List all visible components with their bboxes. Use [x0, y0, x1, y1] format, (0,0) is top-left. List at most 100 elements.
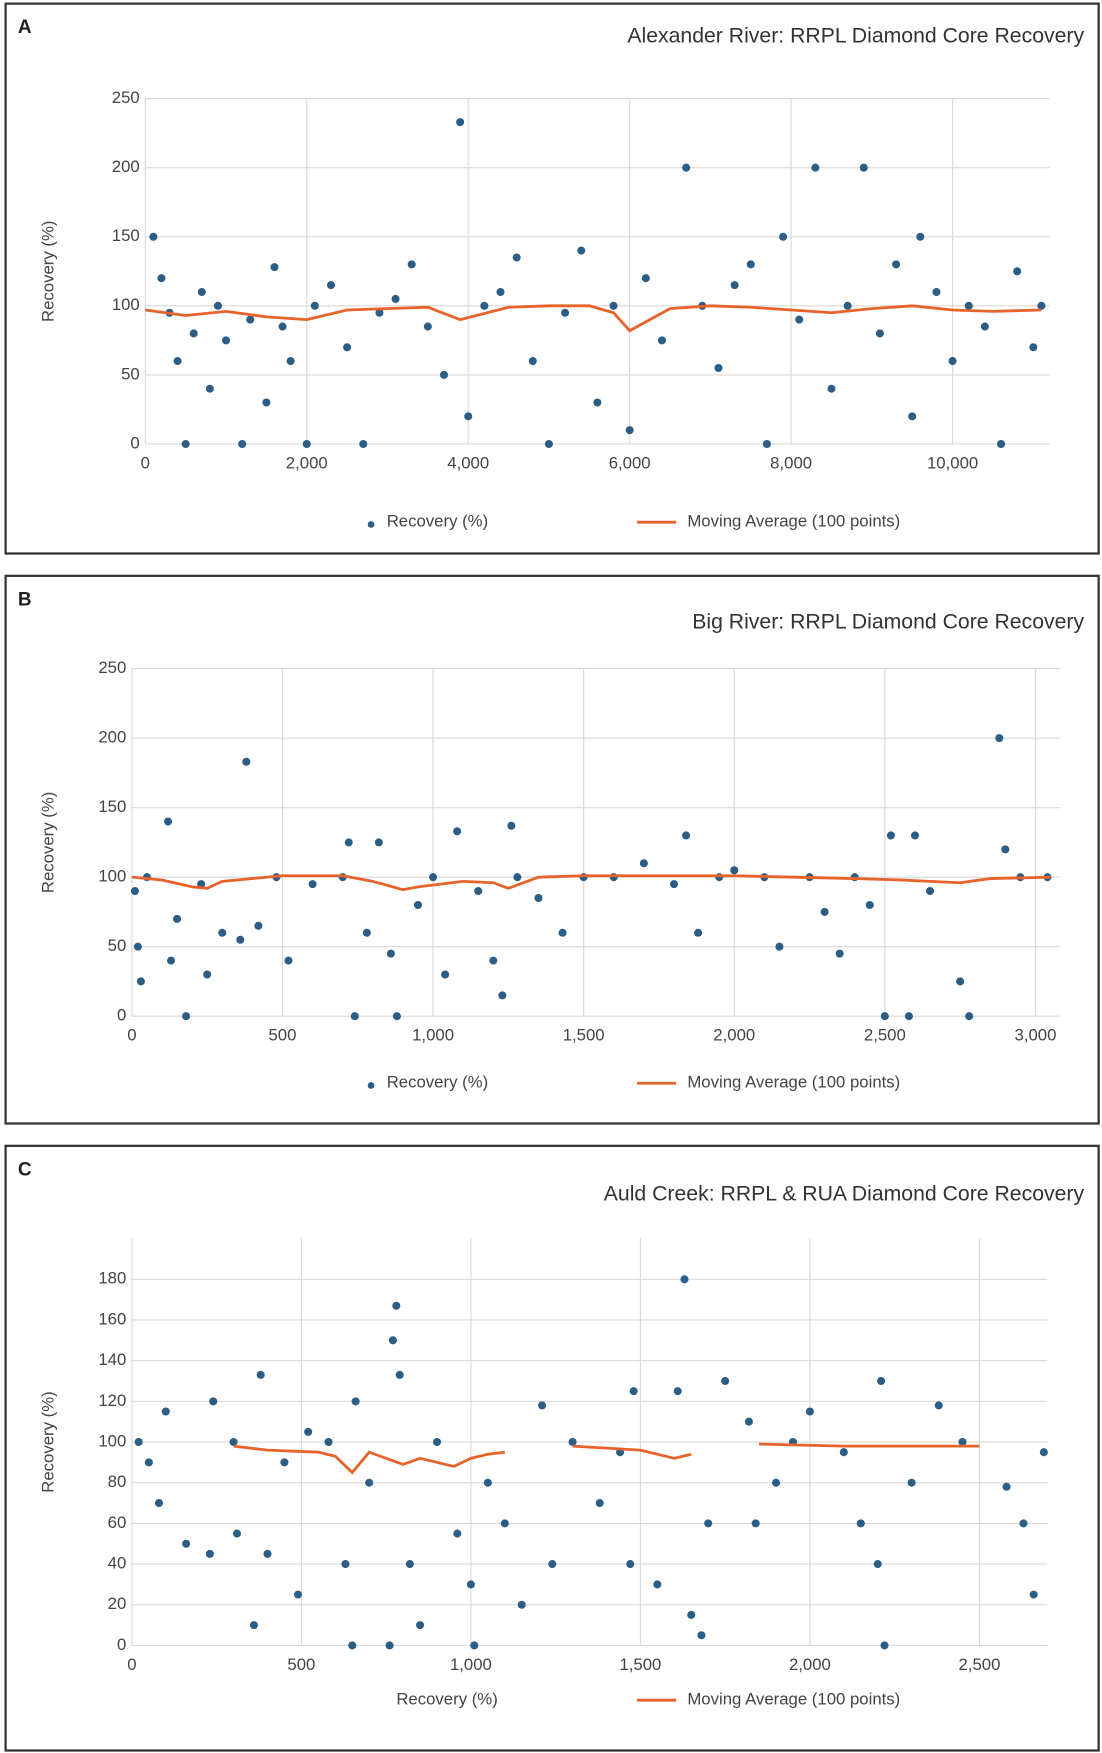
data-point	[916, 232, 925, 241]
x-tick-label: 0	[127, 1026, 136, 1045]
data-point	[856, 1519, 865, 1528]
data-point	[964, 301, 973, 310]
data-point	[374, 838, 383, 847]
data-point	[232, 1529, 242, 1538]
data-point	[362, 928, 371, 937]
data-point	[653, 1580, 662, 1589]
x-tick-label: 2,000	[789, 1655, 831, 1674]
data-point	[1037, 301, 1046, 310]
data-point	[386, 949, 395, 958]
y-tick-label: 100	[112, 295, 140, 314]
y-tick-label: 20	[108, 1594, 127, 1613]
data-point	[639, 859, 648, 868]
data-point	[908, 412, 917, 421]
legend-label: Moving Average (100 points)	[687, 1690, 900, 1709]
data-point	[839, 1448, 848, 1457]
y-tick-label: 200	[98, 728, 126, 747]
data-point	[181, 439, 190, 448]
data-point	[453, 827, 462, 836]
data-point	[483, 1478, 492, 1487]
data-point	[263, 1549, 272, 1558]
data-point	[464, 412, 473, 421]
data-point	[1019, 1519, 1028, 1528]
y-tick-label: 0	[117, 1006, 126, 1025]
data-point	[538, 1401, 547, 1410]
data-point	[609, 301, 618, 310]
x-tick-label: 1,500	[619, 1655, 661, 1674]
data-point	[413, 900, 423, 910]
panel-label: B	[18, 589, 32, 610]
y-tick-label: 160	[98, 1309, 126, 1328]
data-point	[173, 914, 182, 923]
data-point	[308, 880, 317, 889]
data-point	[694, 928, 703, 937]
data-point	[229, 1438, 238, 1447]
y-axis-label: Recovery (%)	[39, 1391, 58, 1492]
data-point	[980, 322, 989, 331]
data-point	[189, 329, 198, 338]
x-tick-label: 10,000	[927, 454, 978, 473]
data-point	[1029, 343, 1038, 352]
data-point	[744, 1417, 753, 1426]
data-point	[795, 315, 804, 324]
y-tick-label: 150	[98, 797, 126, 816]
data-point	[730, 281, 739, 290]
data-point	[865, 900, 874, 910]
data-point	[561, 308, 570, 317]
x-tick-label: 2,500	[864, 1026, 906, 1045]
data-point	[721, 1376, 730, 1386]
data-point	[205, 1549, 214, 1558]
data-point	[965, 1012, 974, 1021]
data-point	[164, 817, 173, 826]
legend-label: Moving Average (100 points)	[687, 1073, 900, 1092]
data-point	[197, 880, 206, 889]
data-point	[730, 866, 739, 875]
data-point	[1001, 845, 1010, 854]
data-point	[873, 1560, 882, 1569]
data-point	[182, 1012, 191, 1021]
legend-swatch	[367, 521, 375, 528]
moving-average-line	[233, 1442, 980, 1475]
data-point	[771, 1478, 781, 1487]
data-point	[256, 1370, 265, 1379]
data-point	[880, 1641, 889, 1650]
data-point	[704, 1519, 713, 1528]
data-point	[453, 1529, 462, 1538]
data-point	[548, 1560, 557, 1569]
x-axis-label: Recovery (%)	[396, 1690, 497, 1709]
data-point	[500, 1519, 509, 1528]
data-point	[238, 439, 247, 448]
data-point	[577, 246, 586, 255]
y-tick-label: 40	[108, 1553, 127, 1572]
data-point	[133, 942, 142, 951]
data-point	[697, 1631, 706, 1640]
data-point	[149, 232, 158, 241]
panel-frame	[4, 574, 1100, 1125]
y-tick-label: 50	[108, 936, 127, 955]
data-point	[512, 253, 521, 262]
data-point	[326, 281, 335, 290]
x-tick-label: 500	[268, 1026, 296, 1045]
legend-swatch	[367, 1082, 375, 1089]
data-point	[222, 336, 231, 345]
data-point	[498, 991, 507, 1000]
data-point	[779, 232, 788, 241]
y-tick-label: 100	[98, 1431, 126, 1450]
data-point	[161, 1407, 170, 1416]
data-point	[441, 970, 450, 979]
data-point	[293, 1590, 303, 1599]
data-point	[558, 928, 567, 937]
data-point	[827, 384, 836, 393]
data-point	[629, 1387, 638, 1396]
x-tick-label: 8,000	[770, 454, 812, 473]
x-tick-label: 2,000	[713, 1026, 755, 1045]
data-point	[439, 370, 449, 379]
data-point	[182, 1539, 191, 1548]
moving-average-line	[145, 304, 1042, 333]
data-point	[657, 336, 666, 345]
y-tick-label: 120	[98, 1391, 126, 1410]
data-point	[751, 1519, 760, 1528]
data-point	[934, 1401, 943, 1410]
data-point	[682, 831, 691, 840]
data-point	[432, 1438, 442, 1447]
